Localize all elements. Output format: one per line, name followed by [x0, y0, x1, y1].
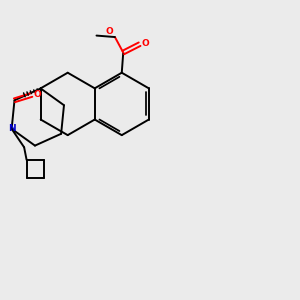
Text: O: O: [33, 90, 41, 99]
Text: O: O: [106, 27, 114, 36]
Text: O: O: [141, 39, 149, 48]
Text: N: N: [8, 124, 16, 133]
